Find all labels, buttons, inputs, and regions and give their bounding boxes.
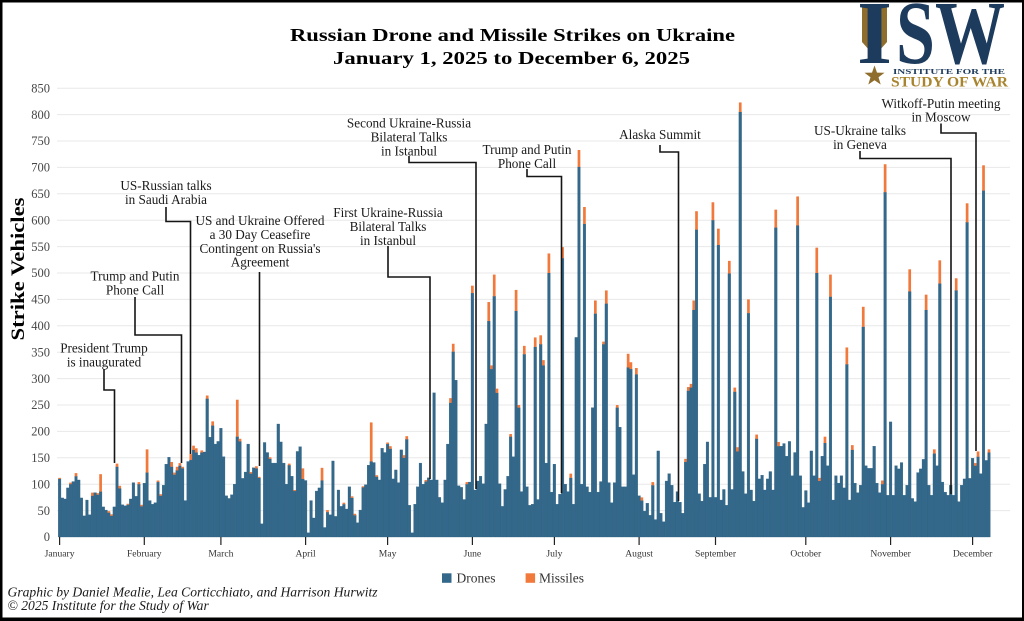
svg-text:is inaugurated: is inaugurated [67, 354, 142, 369]
svg-text:Alaska Summit: Alaska Summit [619, 127, 701, 142]
svg-text:800: 800 [31, 108, 50, 122]
svg-text:Drones: Drones [457, 571, 496, 586]
svg-text:450: 450 [31, 293, 50, 307]
svg-text:Trump and Putin: Trump and Putin [483, 142, 572, 157]
svg-text:in Moscow: in Moscow [912, 110, 971, 125]
svg-text:SW: SW [896, 0, 1005, 83]
svg-text:First Ukraine-Russia: First Ukraine-Russia [333, 205, 443, 220]
svg-text:0: 0 [44, 530, 50, 544]
svg-text:550: 550 [31, 240, 50, 254]
svg-text:US-Russian talks: US-Russian talks [120, 178, 211, 193]
svg-text:400: 400 [31, 319, 50, 333]
svg-text:700: 700 [31, 161, 50, 175]
svg-text:150: 150 [31, 451, 50, 465]
svg-text:200: 200 [31, 425, 50, 439]
svg-text:Missiles: Missiles [539, 571, 584, 586]
svg-text:50: 50 [38, 504, 51, 518]
svg-text:a 30 Day Ceasefire: a 30 Day Ceasefire [210, 227, 311, 242]
svg-text:in Geneva: in Geneva [833, 137, 887, 152]
svg-text:Agreement: Agreement [231, 255, 290, 270]
svg-text:650: 650 [31, 187, 50, 201]
svg-text:500: 500 [31, 266, 50, 280]
svg-text:September: September [695, 549, 737, 560]
svg-text:750: 750 [31, 134, 50, 148]
svg-text:Trump and Putin: Trump and Putin [91, 269, 180, 284]
svg-text:August: August [625, 549, 653, 560]
svg-text:850: 850 [31, 81, 50, 95]
svg-text:Russian Drone and Missile Stri: Russian Drone and Missile Strikes on Ukr… [290, 25, 735, 45]
svg-text:US and Ukraine Offered: US and Ukraine Offered [195, 213, 324, 228]
svg-text:Bilateral Talks: Bilateral Talks [350, 219, 427, 234]
svg-text:© 2025 Institute for the Study: © 2025 Institute for the Study of War [8, 598, 210, 613]
svg-text:Bilateral Talks: Bilateral Talks [371, 130, 448, 145]
svg-text:Witkoff-Putin meeting: Witkoff-Putin meeting [882, 96, 1001, 111]
svg-text:Contingent on Russia's: Contingent on Russia's [199, 241, 320, 256]
svg-text:July: July [546, 549, 562, 560]
svg-text:May: May [379, 549, 397, 560]
svg-text:100: 100 [31, 477, 50, 491]
svg-text:Second Ukraine-Russia: Second Ukraine-Russia [347, 116, 471, 131]
svg-text:June: June [464, 549, 482, 560]
svg-text:250: 250 [31, 398, 50, 412]
svg-text:January: January [45, 549, 75, 560]
svg-text:INSTITUTE FOR THE: INSTITUTE FOR THE [893, 68, 1005, 76]
svg-text:STUDY OF WAR: STUDY OF WAR [891, 75, 1008, 91]
svg-text:February: February [127, 549, 162, 560]
svg-text:in Istanbul: in Istanbul [381, 144, 437, 159]
svg-text:Phone Call: Phone Call [498, 156, 557, 171]
svg-text:in Istanbul: in Istanbul [360, 233, 416, 248]
svg-text:US-Ukraine talks: US-Ukraine talks [814, 123, 906, 138]
svg-text:March: March [208, 549, 233, 560]
svg-text:January 1, 2025 to December 6,: January 1, 2025 to December 6, 2025 [333, 48, 690, 68]
svg-text:October: October [790, 549, 822, 560]
svg-text:Phone Call: Phone Call [106, 282, 165, 297]
svg-text:April: April [295, 549, 316, 560]
svg-text:November: November [870, 549, 911, 560]
svg-text:600: 600 [31, 213, 50, 227]
svg-text:Strike Vehicles: Strike Vehicles [9, 198, 29, 341]
svg-text:President Trump: President Trump [60, 341, 148, 356]
svg-text:December: December [953, 549, 993, 560]
svg-text:in Saudi Arabia: in Saudi Arabia [125, 192, 207, 207]
svg-text:300: 300 [31, 372, 50, 386]
svg-text:350: 350 [31, 345, 50, 359]
svg-text:Graphic by Daniel Mealie, Lea: Graphic by Daniel Mealie, Lea Corticchia… [8, 585, 379, 600]
